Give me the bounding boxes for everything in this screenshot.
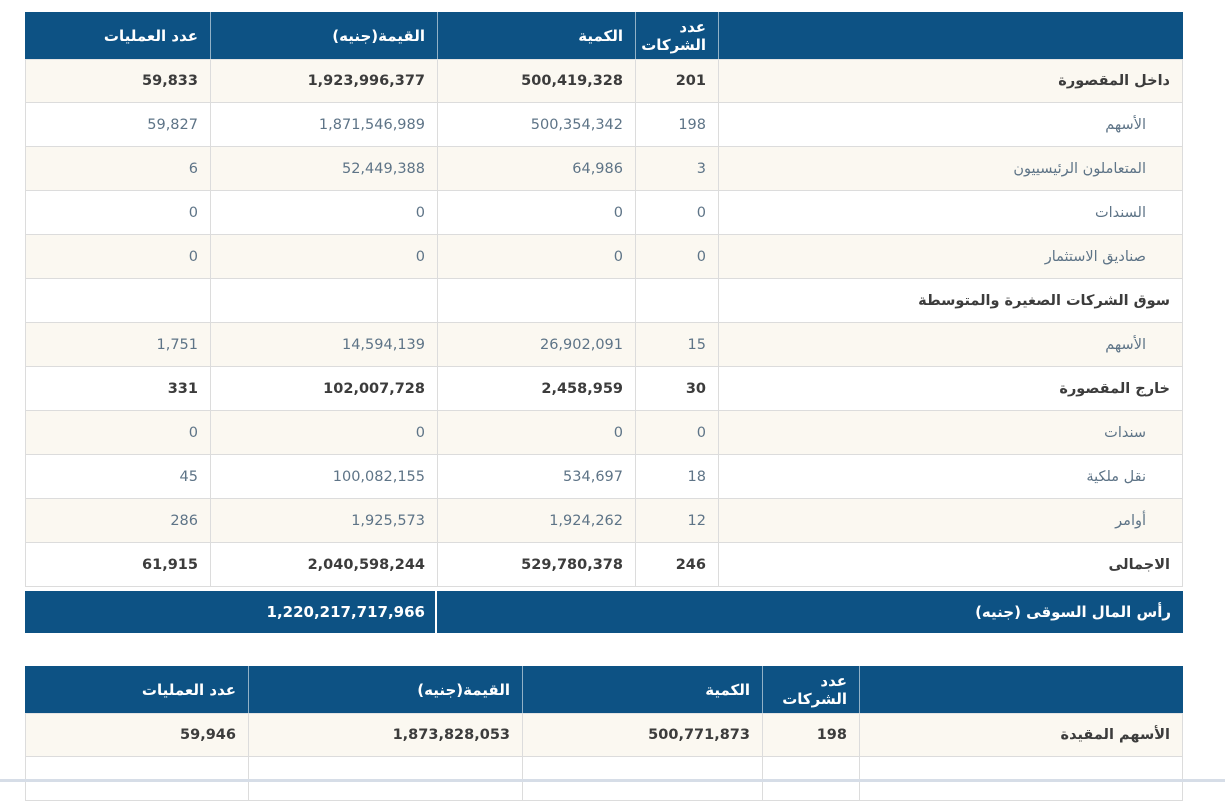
table1-header-row: عدد الشركات الكمية القيمة(جنيه) عدد العم… xyxy=(25,12,1183,59)
table-row-stocks: الأسهم 198 500,354,342 1,871,546,989 59,… xyxy=(25,103,1183,147)
row-label: نقل ملكية xyxy=(718,455,1183,499)
table-row-ownership-transfer: نقل ملكية 18 534,697 100,082,155 45 xyxy=(25,455,1183,499)
column-header-companies-count: عدد الشركات xyxy=(762,666,859,713)
row-label: خارج المقصورة xyxy=(718,367,1183,411)
operations-cell xyxy=(25,279,210,323)
value-cell: 0 xyxy=(210,411,437,455)
market-capital-label: رأس المال السوقى (جنيه) xyxy=(975,603,1171,621)
operations-cell: 6 xyxy=(25,147,210,191)
table-row-total: الاجمالى 246 529,780,378 2,040,598,244 6… xyxy=(25,543,1183,587)
operations-cell: 0 xyxy=(25,235,210,279)
row-label: داخل المقصورة xyxy=(718,59,1183,103)
market-capital-value: 1,220,217,717,966 xyxy=(25,591,437,633)
market-report-page: عدد الشركات الكمية القيمة(جنيه) عدد العم… xyxy=(25,12,1183,801)
value-cell: 1,925,573 xyxy=(210,499,437,543)
companies-cell: 18 xyxy=(635,455,718,499)
section-spacer xyxy=(25,633,1183,666)
operations-cell: 0 xyxy=(25,411,210,455)
column-header-quantity: الكمية xyxy=(522,666,762,713)
table-row-sme-stocks: الأسهم 15 26,902,091 14,594,139 1,751 xyxy=(25,323,1183,367)
companies-cell xyxy=(635,279,718,323)
companies-cell: 0 xyxy=(635,411,718,455)
value-cell: 52,449,388 xyxy=(210,147,437,191)
companies-cell: 246 xyxy=(635,543,718,587)
quantity-cell: 529,780,378 xyxy=(437,543,635,587)
row-label: المتعاملون الرئيسييون xyxy=(718,147,1183,191)
column-header-operations-count: عدد العمليات xyxy=(25,12,210,59)
value-cell: 0 xyxy=(210,235,437,279)
row-label: الأسهم xyxy=(718,323,1183,367)
column-header-row-label xyxy=(859,666,1183,713)
operations-cell: 331 xyxy=(25,367,210,411)
bottom-edge-strip xyxy=(0,779,1225,782)
quantity-cell xyxy=(437,279,635,323)
value-cell: 0 xyxy=(210,191,437,235)
companies-cell: 198 xyxy=(762,713,859,757)
column-header-row-label xyxy=(718,12,1183,59)
row-label: أوامر xyxy=(718,499,1183,543)
companies-cell: 3 xyxy=(635,147,718,191)
quantity-cell: 0 xyxy=(437,191,635,235)
operations-cell: 45 xyxy=(25,455,210,499)
quantity-cell: 1,924,262 xyxy=(437,499,635,543)
table-row-listed-stocks: الأسهم المقيدة 198 500,771,873 1,873,828… xyxy=(25,713,1183,757)
row-label: الأسهم xyxy=(718,103,1183,147)
table-row-sme-market: سوق الشركات الصغيرة والمتوسطة xyxy=(25,279,1183,323)
table2-header-row: عدد الشركات الكمية القيمة(جنيه) عدد العم… xyxy=(25,666,1183,713)
column-header-quantity: الكمية xyxy=(437,12,635,59)
companies-cell: 0 xyxy=(635,235,718,279)
operations-cell: 286 xyxy=(25,499,210,543)
row-label: صناديق الاستثمار xyxy=(718,235,1183,279)
table-row-investment-funds: صناديق الاستثمار 0 0 0 0 xyxy=(25,235,1183,279)
quantity-cell: 500,354,342 xyxy=(437,103,635,147)
table1-header: عدد الشركات الكمية القيمة(جنيه) عدد العم… xyxy=(25,12,1183,59)
quantity-cell: 500,771,873 xyxy=(522,713,762,757)
quantity-cell: 500,419,328 xyxy=(437,59,635,103)
table-row-bonds: السندات 0 0 0 0 xyxy=(25,191,1183,235)
column-header-value-egp: القيمة(جنيه) xyxy=(248,666,522,713)
market-capital-bar: رأس المال السوقى (جنيه) 1,220,217,717,96… xyxy=(25,591,1183,633)
column-header-operations-count: عدد العمليات xyxy=(25,666,248,713)
table-row-otc-bonds: سندات 0 0 0 0 xyxy=(25,411,1183,455)
operations-cell: 1,751 xyxy=(25,323,210,367)
companies-cell: 12 xyxy=(635,499,718,543)
row-label: الأسهم المقيدة xyxy=(859,713,1183,757)
value-cell: 1,873,828,053 xyxy=(248,713,522,757)
row-label: سندات xyxy=(718,411,1183,455)
operations-cell: 59,827 xyxy=(25,103,210,147)
table-row-orders: أوامر 12 1,924,262 1,925,573 286 xyxy=(25,499,1183,543)
operations-cell: 59,833 xyxy=(25,59,210,103)
table-row-otc-market: خارج المقصورة 30 2,458,959 102,007,728 3… xyxy=(25,367,1183,411)
quantity-cell: 2,458,959 xyxy=(437,367,635,411)
operations-cell: 61,915 xyxy=(25,543,210,587)
value-cell: 100,082,155 xyxy=(210,455,437,499)
table-row-main-market: داخل المقصورة 201 500,419,328 1,923,996,… xyxy=(25,59,1183,103)
value-cell: 2,040,598,244 xyxy=(210,543,437,587)
quantity-cell: 64,986 xyxy=(437,147,635,191)
companies-cell: 201 xyxy=(635,59,718,103)
value-cell: 102,007,728 xyxy=(210,367,437,411)
column-header-value-egp: القيمة(جنيه) xyxy=(210,12,437,59)
operations-cell: 59,946 xyxy=(25,713,248,757)
column-header-companies-count: عدد الشركات xyxy=(635,12,718,59)
companies-cell: 30 xyxy=(635,367,718,411)
operations-cell: 0 xyxy=(25,191,210,235)
quantity-cell: 0 xyxy=(437,235,635,279)
row-label: الاجمالى xyxy=(718,543,1183,587)
companies-cell: 198 xyxy=(635,103,718,147)
table2-header: عدد الشركات الكمية القيمة(جنيه) عدد العم… xyxy=(25,666,1183,713)
value-cell: 1,923,996,377 xyxy=(210,59,437,103)
value-cell: 14,594,139 xyxy=(210,323,437,367)
quantity-cell: 534,697 xyxy=(437,455,635,499)
market-trading-summary-table: عدد الشركات الكمية القيمة(جنيه) عدد العم… xyxy=(25,12,1183,587)
companies-cell: 15 xyxy=(635,323,718,367)
row-label: سوق الشركات الصغيرة والمتوسطة xyxy=(718,279,1183,323)
value-cell: 1,871,546,989 xyxy=(210,103,437,147)
quantity-cell: 0 xyxy=(437,411,635,455)
value-cell xyxy=(210,279,437,323)
quantity-cell: 26,902,091 xyxy=(437,323,635,367)
row-label: السندات xyxy=(718,191,1183,235)
table-row-primary-dealers: المتعاملون الرئيسييون 3 64,986 52,449,38… xyxy=(25,147,1183,191)
companies-cell: 0 xyxy=(635,191,718,235)
